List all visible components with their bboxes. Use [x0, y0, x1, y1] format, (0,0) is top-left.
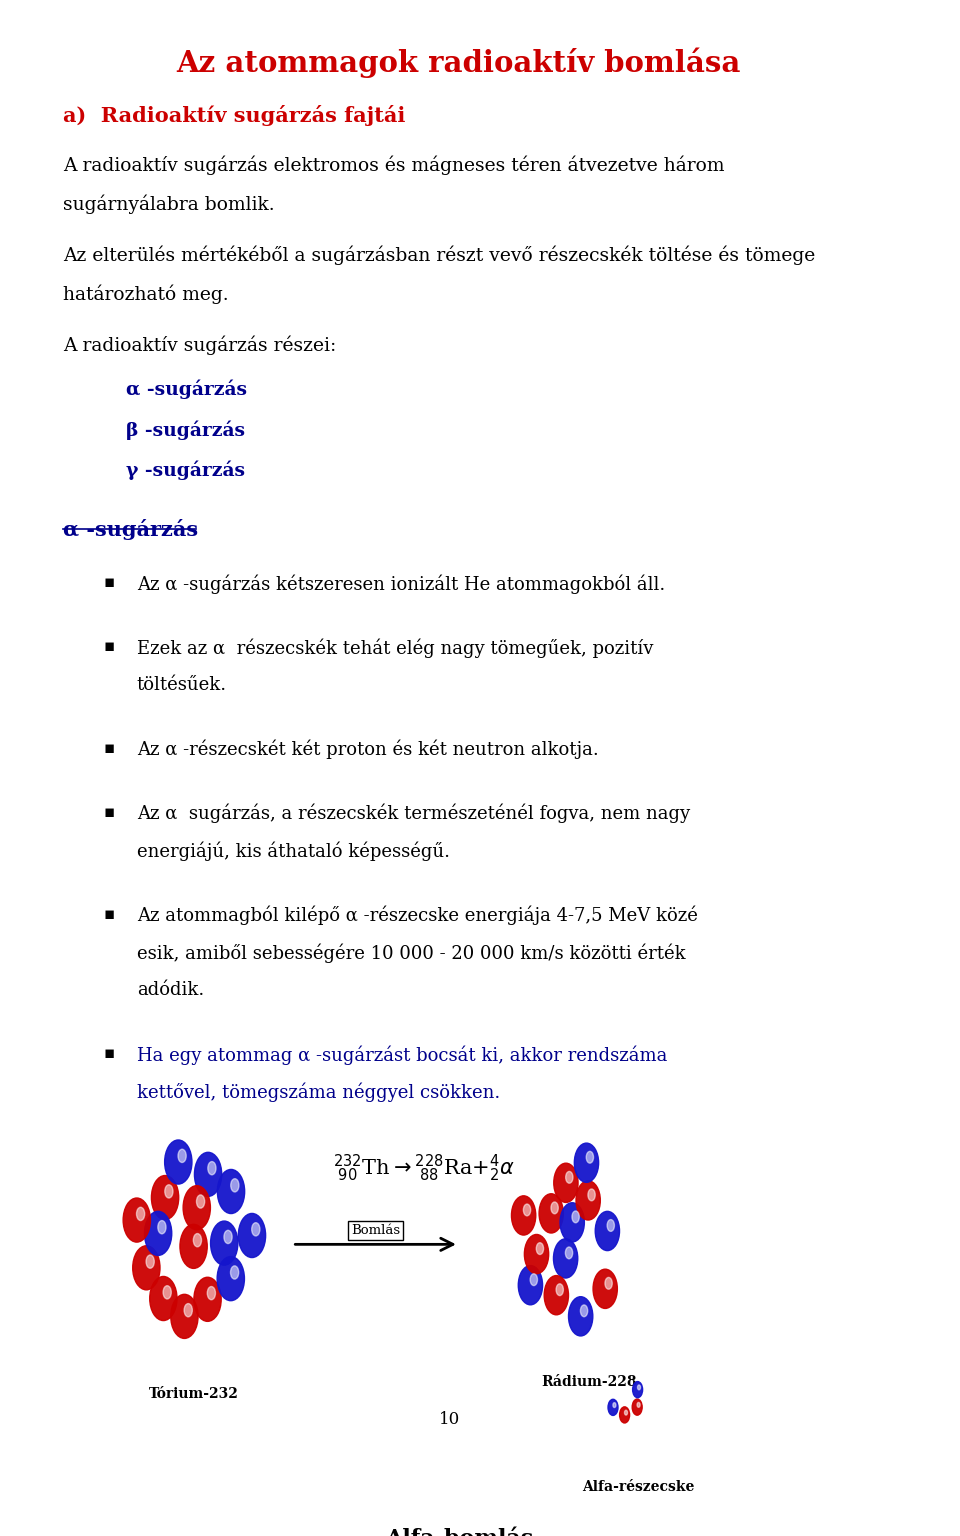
Text: Rádium-228: Rádium-228 — [541, 1375, 637, 1389]
Circle shape — [593, 1269, 617, 1309]
Text: ▪: ▪ — [104, 574, 114, 591]
Circle shape — [524, 1235, 549, 1273]
Circle shape — [123, 1198, 151, 1243]
Text: esik, amiből sebességére 10 000 - 20 000 km/s közötti érték: esik, amiből sebességére 10 000 - 20 000… — [136, 943, 685, 963]
Circle shape — [217, 1169, 245, 1213]
Circle shape — [560, 1203, 585, 1243]
Text: ▪: ▪ — [104, 1044, 114, 1063]
Text: Tórium-232: Tórium-232 — [149, 1387, 238, 1401]
Circle shape — [157, 1221, 166, 1233]
Text: 10: 10 — [440, 1410, 461, 1427]
Text: ▪: ▪ — [104, 906, 114, 923]
Circle shape — [554, 1163, 578, 1203]
Circle shape — [165, 1140, 192, 1184]
Circle shape — [607, 1220, 614, 1232]
Circle shape — [537, 1243, 543, 1255]
Circle shape — [556, 1284, 564, 1295]
Circle shape — [637, 1402, 640, 1407]
Text: α -sugárzás: α -sugárzás — [126, 379, 247, 399]
Text: Alfa-bomlás: Alfa-bomlás — [385, 1528, 533, 1536]
Circle shape — [207, 1287, 215, 1299]
Circle shape — [587, 1152, 593, 1163]
Circle shape — [144, 1212, 172, 1255]
Text: Az atommagok radioaktív bomlása: Az atommagok radioaktív bomlása — [177, 48, 741, 78]
Circle shape — [576, 1181, 600, 1220]
Text: kettővel, tömegszáma néggyel csökken.: kettővel, tömegszáma néggyel csökken. — [136, 1083, 500, 1103]
Text: A radioaktív sugárzás elektromos és mágneses téren átvezetve három: A radioaktív sugárzás elektromos és mágn… — [63, 155, 725, 175]
Circle shape — [612, 1402, 616, 1407]
Text: ▪: ▪ — [104, 637, 114, 656]
Circle shape — [619, 1407, 630, 1422]
Circle shape — [217, 1256, 245, 1301]
Text: adódik.: adódik. — [136, 982, 204, 1000]
Text: Az elterülés mértékéből a sugárzásban részt vevő részecskék töltése és tömege: Az elterülés mértékéből a sugárzásban ré… — [63, 246, 815, 266]
Circle shape — [633, 1399, 642, 1415]
Circle shape — [230, 1266, 239, 1279]
Text: Ezek az α  részecskék tehát elég nagy tömegűek, pozitív: Ezek az α részecskék tehát elég nagy töm… — [136, 637, 653, 657]
Text: $^{232}_{\ 90}$Th$\rightarrow$$^{228}_{\ 88}$Ra$+^{4}_{2}\alpha$: $^{232}_{\ 90}$Th$\rightarrow$$^{228}_{\… — [333, 1154, 515, 1184]
Text: β -sugárzás: β -sugárzás — [126, 421, 245, 439]
Text: energiájú, kis áthataló képességű.: energiájú, kis áthataló képességű. — [136, 842, 449, 862]
Circle shape — [551, 1203, 559, 1213]
Text: A radioaktív sugárzás részei:: A radioaktív sugárzás részei: — [63, 336, 336, 355]
Text: Az α  sugárzás, a részecskék természeténél fogva, nem nagy: Az α sugárzás, a részecskék természeténé… — [136, 803, 690, 823]
Circle shape — [195, 1152, 222, 1197]
Text: Ha egy atommag α -sugárzást bocsát ki, akkor rendszáma: Ha egy atommag α -sugárzást bocsát ki, a… — [136, 1044, 667, 1064]
Text: Bomlás: Bomlás — [351, 1224, 400, 1236]
Circle shape — [210, 1221, 238, 1266]
Circle shape — [197, 1195, 204, 1209]
Circle shape — [207, 1161, 216, 1175]
Circle shape — [193, 1233, 202, 1247]
Circle shape — [184, 1304, 192, 1316]
Text: ▪: ▪ — [104, 740, 114, 757]
Circle shape — [565, 1247, 573, 1260]
Text: Az α -részecskét két proton és két neutron alkotja.: Az α -részecskét két proton és két neutr… — [136, 740, 598, 759]
Circle shape — [146, 1255, 155, 1269]
Text: Az α -sugárzás kétszeresen ionizált He atommagokból áll.: Az α -sugárzás kétszeresen ionizált He a… — [136, 574, 665, 594]
Text: ▪: ▪ — [104, 803, 114, 820]
Circle shape — [523, 1204, 531, 1217]
Text: Az atommagból kilépő α -részecske energiája 4-7,5 MeV közé: Az atommagból kilépő α -részecske energi… — [136, 906, 698, 925]
Text: határozható meg.: határozható meg. — [63, 284, 228, 304]
Circle shape — [605, 1278, 612, 1289]
Circle shape — [608, 1399, 618, 1416]
Circle shape — [150, 1276, 177, 1321]
Circle shape — [152, 1175, 179, 1220]
Circle shape — [633, 1381, 642, 1398]
Circle shape — [136, 1207, 145, 1221]
Circle shape — [238, 1213, 266, 1258]
Circle shape — [530, 1273, 538, 1286]
Text: sugárnyálabra bomlik.: sugárnyálabra bomlik. — [63, 195, 275, 215]
Circle shape — [171, 1295, 198, 1338]
Circle shape — [554, 1238, 578, 1278]
Circle shape — [178, 1149, 186, 1163]
Circle shape — [625, 1410, 628, 1415]
Circle shape — [540, 1193, 564, 1233]
Circle shape — [252, 1223, 260, 1236]
Circle shape — [572, 1210, 579, 1223]
Circle shape — [637, 1385, 640, 1390]
Circle shape — [183, 1186, 210, 1230]
Circle shape — [180, 1224, 207, 1269]
Text: α -sugárzás: α -sugárzás — [63, 519, 198, 541]
Circle shape — [230, 1178, 239, 1192]
Circle shape — [565, 1172, 573, 1183]
Circle shape — [165, 1184, 173, 1198]
Circle shape — [224, 1230, 232, 1244]
Circle shape — [568, 1296, 593, 1336]
Circle shape — [512, 1197, 536, 1235]
Text: a)  Radioaktív sugárzás fajtái: a) Radioaktív sugárzás fajtái — [63, 104, 405, 126]
Circle shape — [595, 1212, 619, 1250]
Circle shape — [518, 1266, 542, 1304]
Text: töltésűek.: töltésűek. — [136, 676, 227, 694]
Circle shape — [581, 1306, 588, 1316]
Circle shape — [132, 1246, 160, 1290]
Circle shape — [574, 1143, 599, 1183]
Circle shape — [194, 1278, 221, 1321]
Text: γ -sugárzás: γ -sugárzás — [126, 461, 245, 481]
Circle shape — [163, 1286, 171, 1299]
Text: Alfa-részecske: Alfa-részecske — [583, 1479, 695, 1495]
Circle shape — [544, 1275, 568, 1315]
Circle shape — [588, 1189, 595, 1201]
